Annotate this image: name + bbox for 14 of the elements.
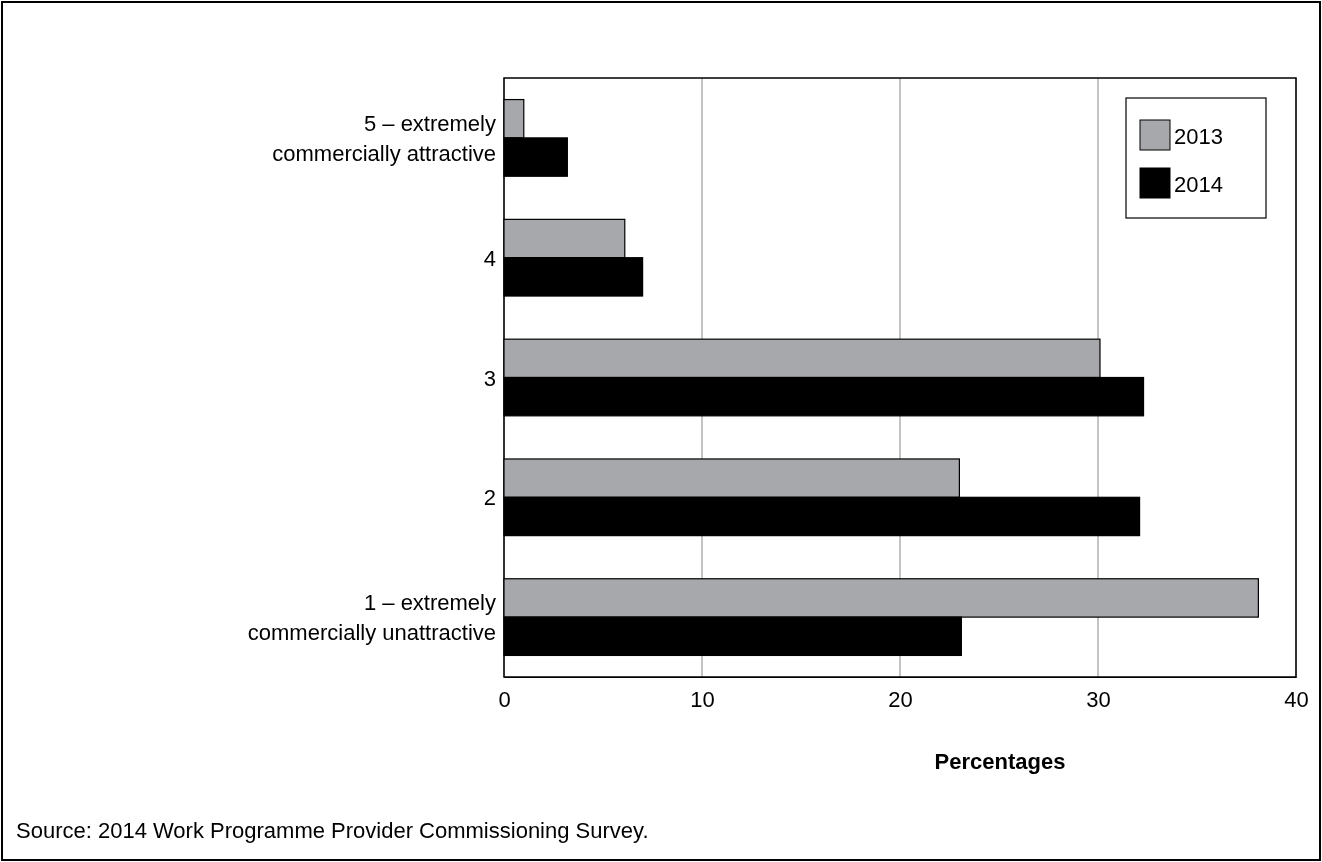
- x-tick-label: 10: [690, 686, 715, 712]
- y-tick-label: 5 – extremely commercially attractive: [272, 110, 496, 166]
- source-note: Source: 2014 Work Programme Provider Commissioning Survey.: [16, 818, 649, 843]
- y-tick-label: 4: [483, 245, 496, 271]
- x-tick-label: 0: [498, 686, 511, 712]
- y-tick-label: 1 – extremely commercially unattractive: [247, 590, 496, 646]
- legend-label: 2013: [1174, 124, 1223, 149]
- legend-label: 2014: [1174, 172, 1223, 197]
- y-tick-label: 3: [483, 365, 496, 391]
- x-tick-label: 30: [1086, 686, 1111, 712]
- y-tick-label: 2: [483, 485, 496, 511]
- x-axis-title: Percentages: [934, 749, 1066, 774]
- x-tick-label: 20: [888, 686, 913, 712]
- x-tick-label: 40: [1284, 686, 1309, 712]
